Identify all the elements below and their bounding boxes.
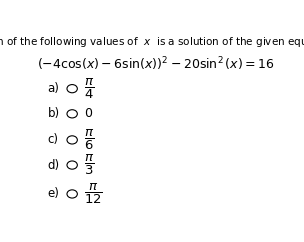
Text: $\dfrac{\pi}{3}$: $\dfrac{\pi}{3}$	[84, 153, 94, 177]
Text: $0$: $0$	[84, 107, 93, 120]
Text: e): e)	[47, 188, 59, 200]
Text: b): b)	[47, 107, 60, 120]
Text: $\dfrac{\pi}{12}$: $\dfrac{\pi}{12}$	[84, 182, 103, 206]
Text: a): a)	[47, 82, 59, 95]
Text: $\dfrac{\pi}{4}$: $\dfrac{\pi}{4}$	[84, 77, 94, 101]
Text: $(-4\cos(x) - 6\sin(x))^{2} - 20\sin^{2}(x) = 16$: $(-4\cos(x) - 6\sin(x))^{2} - 20\sin^{2}…	[37, 55, 275, 73]
Text: Which of the following values of  $x$  is a solution of the given equation?: Which of the following values of $x$ is …	[0, 35, 304, 49]
Text: $\dfrac{\pi}{6}$: $\dfrac{\pi}{6}$	[84, 128, 94, 152]
Text: c): c)	[47, 133, 58, 146]
Text: d): d)	[47, 159, 60, 172]
